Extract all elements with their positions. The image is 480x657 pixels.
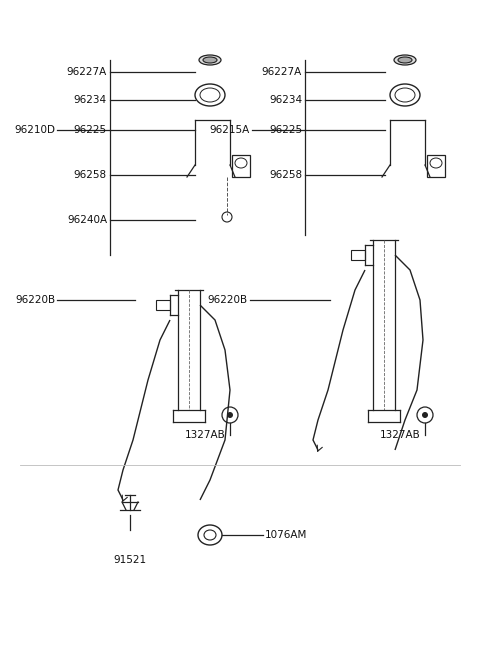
Text: 96225: 96225 [269, 125, 302, 135]
Text: 96258: 96258 [74, 170, 107, 180]
Text: 96234: 96234 [74, 95, 107, 105]
Circle shape [227, 412, 233, 418]
Bar [351, 250, 365, 260]
Text: 91521: 91521 [113, 555, 146, 565]
Text: 96220B: 96220B [208, 295, 248, 305]
Ellipse shape [203, 57, 217, 63]
Text: 1327AB: 1327AB [380, 430, 420, 440]
Ellipse shape [394, 55, 416, 65]
Text: 96210D: 96210D [14, 125, 55, 135]
Bar [156, 300, 170, 310]
Text: 96220B: 96220B [15, 295, 55, 305]
Text: 96227A: 96227A [67, 67, 107, 77]
Bar [232, 155, 250, 177]
Text: 96225: 96225 [74, 125, 107, 135]
Text: 96240A: 96240A [67, 215, 107, 225]
Ellipse shape [398, 57, 412, 63]
Ellipse shape [199, 55, 221, 65]
Circle shape [422, 412, 428, 418]
Text: 96234: 96234 [269, 95, 302, 105]
Text: 96215A: 96215A [210, 125, 250, 135]
Text: 96227A: 96227A [262, 67, 302, 77]
Text: 96258: 96258 [269, 170, 302, 180]
Bar [427, 155, 445, 177]
Text: 1327AB: 1327AB [185, 430, 226, 440]
Text: 1076AM: 1076AM [265, 530, 307, 540]
